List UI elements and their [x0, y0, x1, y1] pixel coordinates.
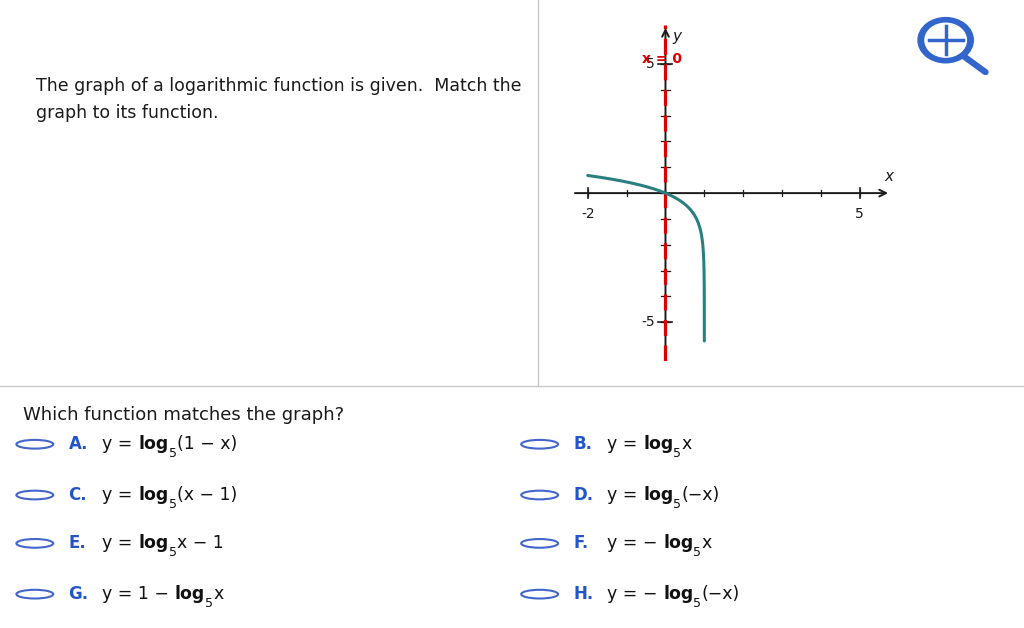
Text: y =: y = — [102, 534, 138, 553]
Text: B.: B. — [573, 435, 593, 453]
Text: (1 − x): (1 − x) — [176, 435, 237, 453]
Text: y =: y = — [102, 435, 138, 453]
Text: -5: -5 — [641, 315, 654, 329]
Text: 5: 5 — [855, 207, 864, 221]
Text: A.: A. — [69, 435, 88, 453]
Text: F.: F. — [573, 534, 589, 553]
Text: (−x): (−x) — [681, 486, 720, 504]
Text: x = 0: x = 0 — [642, 51, 682, 66]
Text: log: log — [138, 486, 169, 504]
Text: 5: 5 — [674, 498, 681, 511]
Text: x: x — [885, 169, 893, 184]
Text: y = −: y = − — [607, 585, 664, 603]
Text: 5: 5 — [646, 57, 654, 71]
Text: G.: G. — [69, 585, 89, 603]
Text: 5: 5 — [205, 597, 213, 610]
Text: x: x — [681, 435, 691, 453]
Text: log: log — [643, 435, 674, 453]
Text: Which function matches the graph?: Which function matches the graph? — [23, 406, 344, 423]
Text: (x − 1): (x − 1) — [176, 486, 237, 504]
Text: log: log — [664, 534, 693, 553]
Text: 5: 5 — [169, 498, 176, 511]
Text: C.: C. — [69, 486, 87, 504]
Text: log: log — [138, 435, 169, 453]
Circle shape — [925, 23, 967, 57]
Text: y = −: y = − — [607, 534, 664, 553]
Text: D.: D. — [573, 486, 594, 504]
Text: x: x — [213, 585, 223, 603]
Text: y = 1 −: y = 1 − — [102, 585, 175, 603]
Text: E.: E. — [69, 534, 86, 553]
Text: The graph of a logarithmic function is given.  Match the
graph to its function.: The graph of a logarithmic function is g… — [36, 77, 521, 122]
Text: 5: 5 — [693, 546, 701, 559]
Text: -2: -2 — [581, 207, 595, 221]
Text: 5: 5 — [169, 546, 176, 559]
Text: 5: 5 — [169, 447, 176, 460]
Text: log: log — [175, 585, 205, 603]
Text: (−x): (−x) — [701, 585, 739, 603]
Text: y =: y = — [607, 435, 643, 453]
Circle shape — [918, 18, 973, 63]
Text: log: log — [138, 534, 169, 553]
Text: 5: 5 — [693, 597, 701, 610]
Text: x − 1: x − 1 — [176, 534, 223, 553]
Text: 5: 5 — [674, 447, 681, 460]
Text: y =: y = — [607, 486, 643, 504]
Text: log: log — [664, 585, 693, 603]
Text: x: x — [701, 534, 712, 553]
Text: log: log — [643, 486, 674, 504]
Text: H.: H. — [573, 585, 594, 603]
Text: y: y — [673, 29, 681, 44]
Text: y =: y = — [102, 486, 138, 504]
